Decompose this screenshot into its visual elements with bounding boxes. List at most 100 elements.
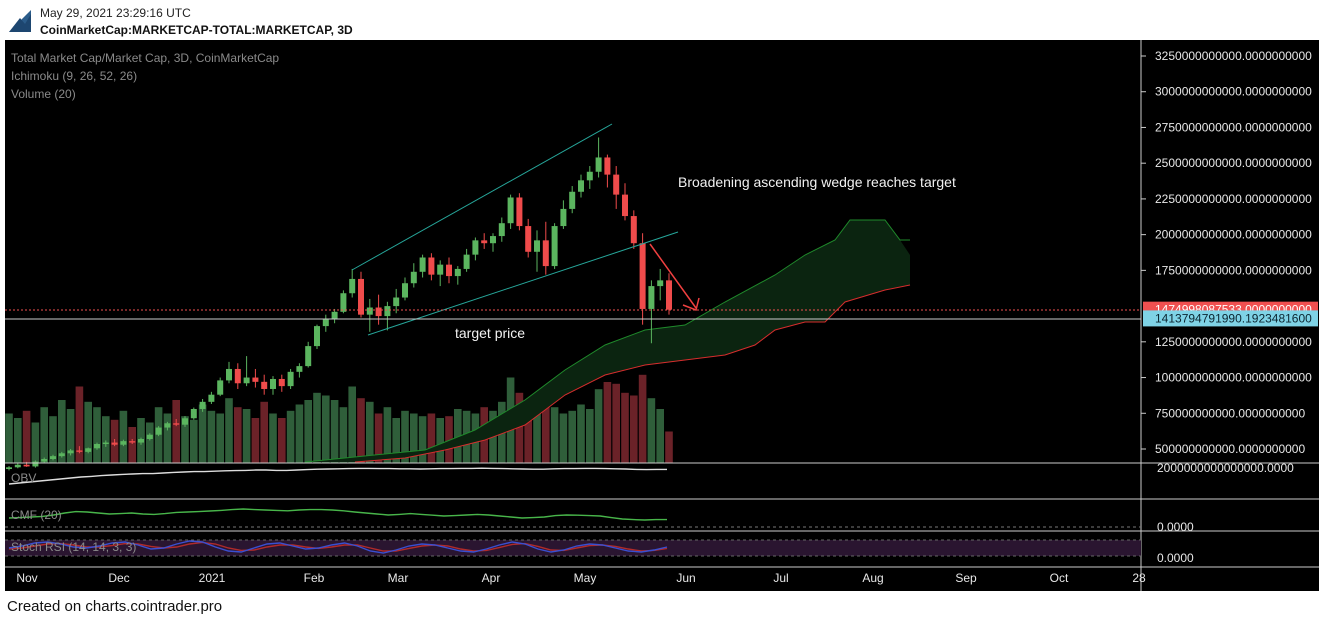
volume-bar	[357, 398, 365, 463]
cmf-label: CMF (20)	[11, 508, 62, 522]
volume-bar	[304, 400, 312, 463]
volume-bar	[612, 384, 620, 463]
volume-bar	[639, 375, 647, 463]
price-tags: 1474998087533.00000000001413794791990.19…	[1143, 302, 1318, 327]
volume-bar	[322, 396, 330, 464]
y-tick-label: 3000000000000.0000000000	[1155, 85, 1312, 99]
x-tick-label: 28	[1132, 571, 1146, 585]
svg-text:1413794791990.1923481600: 1413794791990.1923481600	[1155, 311, 1312, 325]
x-tick-label: Oct	[1050, 571, 1069, 585]
x-tick-label: 2021	[199, 571, 226, 585]
annotation-wedge: Broadening ascending wedge reaches targe…	[678, 174, 956, 190]
volume-bar	[269, 414, 277, 464]
cmf-tick: 0.0000	[1157, 520, 1194, 534]
stoch-tick: 0.0000	[1157, 551, 1194, 565]
volume-bar	[260, 402, 268, 463]
volume-bar	[208, 411, 216, 463]
x-tick-label: Nov	[16, 571, 37, 585]
header-datetime: May 29, 2021 23:29:16 UTC	[40, 6, 191, 20]
legend-main: Total Market Cap/Market Cap, 3D, CoinMar…	[11, 51, 279, 65]
volume-bar	[331, 400, 339, 463]
volume-bar	[568, 411, 576, 463]
volume-bar	[172, 400, 180, 463]
volume-bar	[604, 382, 612, 463]
volume-bar	[164, 414, 172, 464]
annotation-target: target price	[455, 325, 525, 341]
volume-bar	[128, 427, 136, 463]
volume-bar	[340, 407, 348, 463]
volume-bar	[296, 405, 304, 464]
x-tick-label: Apr	[482, 571, 501, 585]
volume-bar	[366, 402, 374, 463]
legend-ichimoku: Ichimoku (9, 26, 52, 26)	[11, 69, 137, 83]
volume-bar	[586, 409, 594, 463]
logo-icon	[9, 10, 31, 32]
volume-bar	[102, 416, 110, 463]
volume-bar	[190, 420, 198, 463]
x-tick-label: Dec	[108, 571, 129, 585]
legend-volume: Volume (20)	[11, 87, 76, 101]
volume-bar	[313, 393, 321, 463]
stoch-rsi-pane	[5, 540, 1141, 556]
candle[interactable]	[552, 223, 558, 269]
chart-svg[interactable]: Total Market Cap/Market Cap, 3D, CoinMar…	[5, 40, 1319, 591]
volume-bar	[23, 411, 31, 463]
volume-bar	[40, 407, 48, 463]
x-tick-label: Feb	[304, 571, 325, 585]
y-tick-label: 3250000000000.0000000000	[1155, 49, 1312, 63]
volume-bar	[560, 414, 568, 464]
y-tick-label: 2250000000000.0000000000	[1155, 192, 1312, 206]
obv-label: OBV	[11, 471, 36, 485]
x-tick-label: May	[574, 571, 597, 585]
y-tick-label: 1750000000000.0000000000	[1155, 263, 1312, 277]
chart-area[interactable]: Total Market Cap/Market Cap, 3D, CoinMar…	[5, 40, 1319, 591]
volume-bar	[14, 418, 22, 463]
volume-bar	[287, 411, 295, 463]
y-tick-label: 1250000000000.0000000000	[1155, 335, 1312, 349]
volume-bar	[234, 407, 242, 463]
header-symbol: CoinMarketCap:MARKETCAP-TOTAL:MARKETCAP,…	[40, 23, 353, 37]
volume-bar	[278, 418, 286, 463]
x-tick-label: Mar	[388, 571, 409, 585]
y-tick-label: 750000000000.0000000000	[1155, 406, 1305, 420]
volume-bar	[120, 411, 128, 463]
volume-bar	[93, 407, 101, 463]
chart-header: May 29, 2021 23:29:16 UTC CoinMarketCap:…	[0, 0, 1324, 40]
y-tick-label: 2000000000000.0000000000	[1155, 228, 1312, 242]
y-tick-label: 1000000000000.0000000000	[1155, 371, 1312, 385]
volume-bar	[436, 418, 444, 463]
volume-bar	[595, 389, 603, 463]
x-tick-label: Aug	[862, 571, 883, 585]
volume-bar	[419, 416, 427, 463]
obv-tick: 2000000000000000.0000	[1157, 461, 1294, 475]
y-tick-label: 2750000000000.0000000000	[1155, 120, 1312, 134]
volume-bar	[428, 414, 436, 464]
volume-bar	[630, 396, 638, 464]
volume-bar	[225, 398, 233, 463]
candle[interactable]	[516, 193, 522, 230]
candle[interactable]	[156, 426, 162, 436]
candle[interactable]	[314, 325, 320, 349]
volume-bar	[84, 402, 92, 463]
volume-bar	[577, 405, 585, 464]
volume-bar	[5, 414, 13, 464]
chart-background	[5, 40, 1319, 591]
volume-bar	[665, 432, 673, 464]
volume-bar	[252, 418, 260, 463]
volume-bar	[243, 409, 251, 463]
candle[interactable]	[191, 408, 197, 420]
volume-bar	[146, 423, 154, 464]
volume-bar	[216, 414, 224, 464]
y-tick-label: 2500000000000.0000000000	[1155, 156, 1312, 170]
candle[interactable]	[288, 369, 294, 389]
y-tick-label: 500000000000.0000000000	[1155, 442, 1305, 456]
x-tick-label: Jul	[773, 571, 788, 585]
volume-bar	[199, 405, 207, 464]
x-tick-label: Sep	[955, 571, 977, 585]
candle[interactable]	[631, 210, 637, 249]
x-tick-label: Jun	[676, 571, 695, 585]
volume-bar	[32, 423, 40, 464]
volume-bar	[648, 398, 656, 463]
price-tag: 1413794791990.1923481600	[1143, 310, 1318, 326]
volume-bar	[656, 409, 664, 463]
